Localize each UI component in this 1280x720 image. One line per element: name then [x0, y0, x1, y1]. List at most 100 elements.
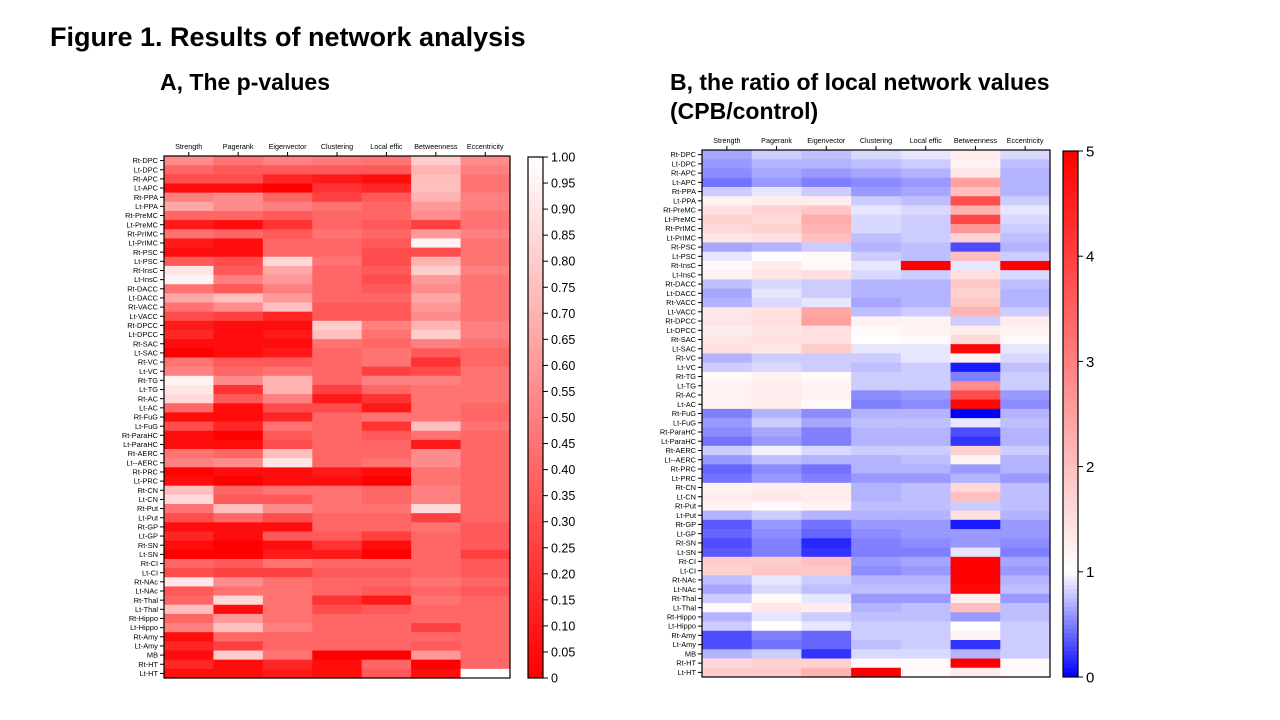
- ratio-cell: [702, 593, 753, 604]
- pvalue-colorbar-band: [528, 170, 543, 175]
- pvalue-cell: [460, 229, 511, 240]
- pvalue-row-label: Rt-PRC: [133, 468, 159, 477]
- pvalue-cell: [312, 220, 363, 230]
- pvalue-cell: [361, 641, 412, 652]
- ratio-colorbar-band: [1063, 164, 1078, 170]
- pvalue-row-label: Lt-SN: [139, 550, 158, 559]
- ratio-cell: [702, 334, 753, 345]
- pvalue-cell: [164, 549, 215, 560]
- pvalue-colorbar-band: [528, 469, 543, 475]
- ratio-cell: [1000, 205, 1051, 216]
- ratio-cell: [950, 371, 1001, 382]
- pvalue-colorbar-tick-label: 0.25: [551, 541, 575, 555]
- ratio-cell: [950, 362, 1001, 373]
- ratio-cell: [950, 621, 1001, 632]
- pvalue-colorbar-band: [528, 439, 543, 445]
- pvalue-row-label: Rt-DPCC: [127, 321, 158, 330]
- ratio-cell: [900, 501, 952, 512]
- pvalue-cell: [361, 302, 412, 313]
- pvalue-row-label: Lt-VACC: [129, 312, 158, 321]
- pvalue-cell: [460, 394, 511, 404]
- ratio-cell: [702, 260, 753, 271]
- ratio-cell: [1000, 667, 1051, 678]
- pvalue-colorbar-band: [528, 321, 543, 327]
- ratio-cell: [851, 538, 902, 549]
- pvalue-cell: [411, 467, 462, 478]
- ratio-cell: [950, 334, 1001, 345]
- pvalue-cell: [361, 449, 412, 459]
- pvalue-cell: [213, 513, 264, 523]
- ratio-colorbar-band: [1063, 339, 1078, 345]
- pvalue-colorbar-band: [528, 430, 543, 436]
- ratio-cell: [1000, 390, 1051, 401]
- ratio-cell: [702, 251, 753, 262]
- ratio-cell: [950, 223, 1001, 234]
- pvalue-cell: [262, 586, 313, 597]
- ratio-cell: [900, 427, 952, 438]
- ratio-cell: [900, 630, 952, 641]
- ratio-colorbar-band: [1063, 462, 1078, 468]
- ratio-cell: [851, 501, 902, 512]
- ratio-cell: [950, 593, 1001, 604]
- pvalue-colorbar-band: [528, 378, 543, 384]
- ratio-colorbar-band: [1063, 558, 1078, 564]
- pvalue-colorbar-band: [528, 478, 543, 484]
- pvalue-colorbar-band: [528, 400, 543, 405]
- ratio-cell: [900, 519, 952, 530]
- ratio-cell: [851, 418, 902, 428]
- ratio-row-label: Lt-CN: [677, 492, 696, 501]
- pvalue-row-label: Rt-TG: [138, 376, 158, 385]
- pvalue-colorbar-band: [528, 460, 543, 466]
- pvalue-cell: [312, 430, 363, 441]
- ratio-colorbar-band: [1063, 422, 1078, 428]
- pvalue-cell: [361, 348, 412, 359]
- pvalue-row-label: Rt-Put: [137, 504, 158, 513]
- ratio-cell: [950, 381, 1001, 391]
- ratio-cell: [851, 177, 902, 188]
- pvalue-cell: [361, 256, 412, 267]
- pvalue-cell: [460, 293, 511, 304]
- pvalue-colorbar-band: [528, 452, 543, 458]
- pvalue-cell: [164, 623, 215, 633]
- ratio-col-label: Strength: [713, 136, 740, 145]
- ratio-cell: [950, 279, 1001, 290]
- pvalue-cell: [262, 522, 313, 533]
- ratio-cell: [851, 584, 902, 595]
- ratio-cell: [702, 510, 753, 521]
- pvalue-colorbar-band: [528, 265, 543, 271]
- ratio-row-label: Lt-FuG: [673, 418, 696, 427]
- pvalue-cell: [213, 641, 264, 652]
- ratio-cell: [900, 297, 952, 308]
- pvalue-cell: [312, 568, 363, 578]
- ratio-cell: [702, 566, 753, 576]
- ratio-cell: [1000, 473, 1051, 484]
- ratio-cell: [1000, 381, 1051, 391]
- pvalue-cell: [213, 650, 264, 661]
- ratio-colorbar-band: [1063, 457, 1078, 463]
- pvalue-cell: [164, 467, 215, 478]
- pvalue-cell: [460, 439, 511, 450]
- ratio-cell: [1000, 177, 1051, 188]
- pvalue-cell: [213, 320, 264, 331]
- pvalue-colorbar-band: [528, 625, 543, 631]
- ratio-cell: [851, 288, 902, 299]
- ratio-cell: [950, 418, 1001, 428]
- pvalue-cell: [411, 531, 462, 542]
- pvalue-colorbar-band: [528, 664, 543, 670]
- pvalue-cell: [262, 558, 313, 569]
- ratio-colorbar-band: [1063, 313, 1078, 319]
- pvalue-cell: [460, 659, 511, 670]
- ratio-cell: [851, 297, 902, 308]
- ratio-cell: [900, 510, 952, 521]
- pvalue-cell: [361, 549, 412, 560]
- ratio-colorbar-band: [1063, 203, 1078, 209]
- ratio-colorbar-band: [1063, 155, 1078, 161]
- ratio-colorbar-band: [1063, 650, 1078, 656]
- pvalue-row-label: Lt-DPC: [134, 165, 159, 174]
- ratio-row-label: Rt-APC: [671, 169, 697, 178]
- ratio-cell: [801, 492, 852, 502]
- ratio-cell: [851, 270, 902, 281]
- ratio-cell: [751, 168, 803, 179]
- ratio-colorbar-band: [1063, 269, 1078, 275]
- ratio-row-label: Lt-Thal: [673, 603, 696, 612]
